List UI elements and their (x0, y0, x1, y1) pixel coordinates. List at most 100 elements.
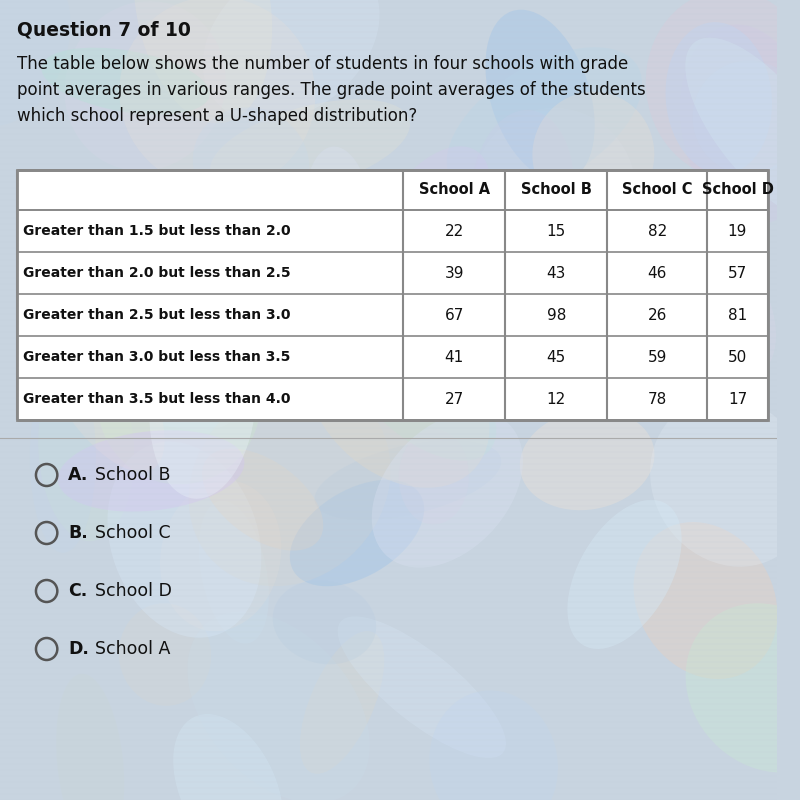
Text: School C: School C (95, 524, 171, 542)
Ellipse shape (486, 10, 594, 182)
Ellipse shape (58, 430, 245, 512)
Ellipse shape (30, 362, 96, 553)
FancyBboxPatch shape (18, 170, 767, 420)
Ellipse shape (74, 347, 236, 430)
Ellipse shape (634, 522, 778, 679)
Ellipse shape (533, 92, 654, 217)
Ellipse shape (430, 690, 558, 800)
Text: 39: 39 (445, 266, 464, 281)
Text: School B: School B (95, 466, 170, 484)
Text: 50: 50 (728, 350, 747, 365)
Text: D.: D. (68, 640, 89, 658)
Text: 22: 22 (445, 223, 464, 238)
Ellipse shape (418, 208, 645, 407)
Text: 67: 67 (445, 307, 464, 322)
Ellipse shape (305, 146, 373, 286)
Ellipse shape (107, 442, 262, 638)
Text: 26: 26 (648, 307, 667, 322)
Ellipse shape (650, 398, 800, 566)
Ellipse shape (202, 449, 323, 550)
Ellipse shape (203, 198, 334, 387)
Ellipse shape (306, 310, 490, 488)
Text: 82: 82 (648, 223, 667, 238)
Ellipse shape (0, 0, 70, 126)
Ellipse shape (300, 631, 384, 774)
Text: Greater than 2.0 but less than 2.5: Greater than 2.0 but less than 2.5 (23, 266, 291, 280)
Text: School D: School D (95, 582, 172, 600)
Ellipse shape (450, 198, 590, 336)
Text: 78: 78 (648, 391, 667, 406)
Ellipse shape (56, 674, 124, 800)
Text: School C: School C (622, 182, 693, 198)
Ellipse shape (160, 480, 282, 631)
Text: 81: 81 (728, 307, 747, 322)
Text: Greater than 3.0 but less than 3.5: Greater than 3.0 but less than 3.5 (23, 350, 290, 364)
Ellipse shape (693, 61, 800, 174)
Text: The table below shows the number of students in four schools with grade: The table below shows the number of stud… (18, 55, 629, 73)
Ellipse shape (338, 617, 506, 758)
Ellipse shape (415, 201, 503, 315)
Ellipse shape (119, 0, 315, 190)
Ellipse shape (42, 48, 210, 114)
Text: School D: School D (702, 182, 774, 198)
Text: which school represent a U-shaped distribution?: which school represent a U-shaped distri… (18, 107, 418, 125)
Ellipse shape (314, 440, 502, 520)
Text: C.: C. (68, 582, 87, 600)
Ellipse shape (372, 411, 523, 567)
Ellipse shape (646, 0, 800, 178)
Ellipse shape (187, 611, 370, 800)
Ellipse shape (686, 38, 800, 220)
Text: 45: 45 (546, 350, 566, 365)
Ellipse shape (193, 107, 310, 221)
Ellipse shape (189, 382, 390, 586)
Ellipse shape (590, 230, 686, 328)
Text: point averages in various ranges. The grade point averages of the students: point averages in various ranges. The gr… (18, 81, 646, 99)
Ellipse shape (97, 317, 261, 485)
Text: Question 7 of 10: Question 7 of 10 (18, 20, 191, 39)
Ellipse shape (520, 410, 654, 510)
Ellipse shape (174, 714, 283, 800)
Text: 59: 59 (648, 350, 667, 365)
Ellipse shape (65, 1, 226, 171)
Text: 41: 41 (445, 350, 464, 365)
Text: School A: School A (418, 182, 490, 198)
Ellipse shape (134, 0, 272, 123)
Ellipse shape (347, 326, 496, 461)
Ellipse shape (290, 480, 424, 586)
Ellipse shape (273, 580, 376, 664)
Ellipse shape (686, 603, 800, 773)
Ellipse shape (471, 110, 574, 271)
Ellipse shape (567, 500, 682, 649)
Ellipse shape (119, 603, 211, 706)
Ellipse shape (611, 205, 776, 386)
Ellipse shape (446, 47, 642, 198)
Ellipse shape (363, 146, 491, 310)
Text: 15: 15 (546, 223, 566, 238)
Ellipse shape (666, 22, 772, 174)
Ellipse shape (199, 501, 269, 643)
Text: School B: School B (521, 182, 592, 198)
Ellipse shape (494, 298, 608, 417)
Text: 17: 17 (728, 391, 747, 406)
Text: 98: 98 (546, 307, 566, 322)
Ellipse shape (210, 99, 410, 194)
Ellipse shape (202, 0, 379, 122)
Ellipse shape (150, 308, 256, 498)
Text: 46: 46 (648, 266, 667, 281)
Ellipse shape (26, 212, 120, 295)
Text: 19: 19 (728, 223, 747, 238)
Text: 12: 12 (546, 391, 566, 406)
Text: 57: 57 (728, 266, 747, 281)
Text: 43: 43 (546, 266, 566, 281)
Text: 27: 27 (445, 391, 464, 406)
Ellipse shape (38, 356, 134, 541)
Text: B.: B. (68, 524, 88, 542)
Ellipse shape (182, 227, 241, 337)
Text: Greater than 1.5 but less than 2.0: Greater than 1.5 but less than 2.0 (23, 224, 291, 238)
Ellipse shape (33, 292, 165, 472)
Ellipse shape (473, 108, 636, 274)
Text: School A: School A (95, 640, 170, 658)
Text: A.: A. (68, 466, 88, 484)
Text: Greater than 2.5 but less than 3.0: Greater than 2.5 but less than 3.0 (23, 308, 291, 322)
Ellipse shape (398, 429, 469, 525)
